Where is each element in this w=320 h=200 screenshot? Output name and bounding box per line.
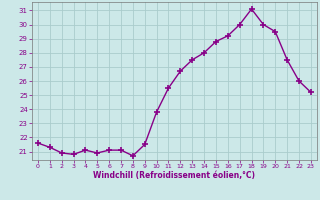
X-axis label: Windchill (Refroidissement éolien,°C): Windchill (Refroidissement éolien,°C): [93, 171, 255, 180]
